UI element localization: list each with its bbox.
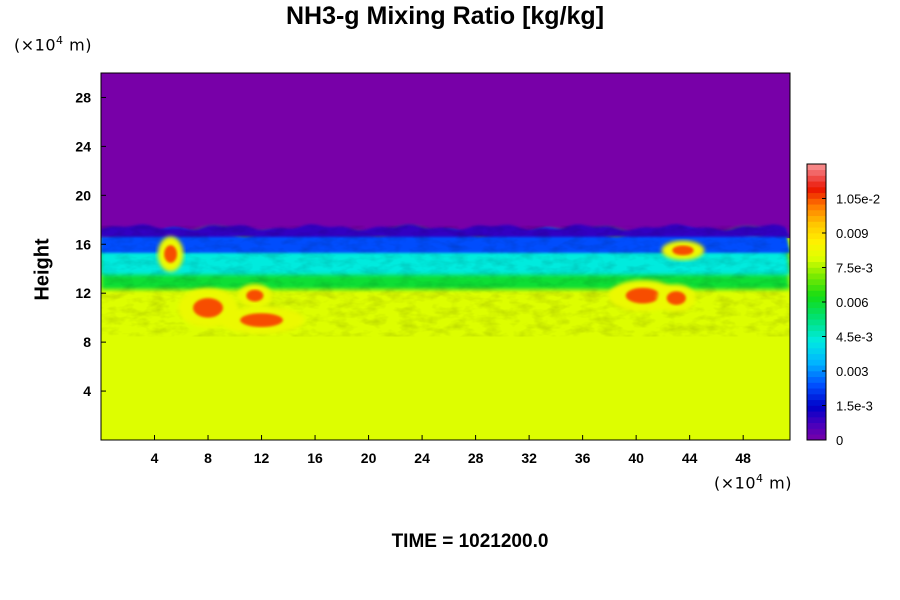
heatmap-field [101,73,790,440]
colorbar-bin [807,330,826,337]
colorbar-bin [807,175,826,182]
colorbar-bin [807,371,826,378]
y-tick-label: 16 [75,236,91,252]
colorbar-bin [807,382,826,389]
colorbar-bin [807,319,826,326]
colorbar-tick-label: 1.5e-3 [836,399,873,414]
colorbar-bin [807,394,826,401]
x-tick-label: 4 [151,450,159,466]
colorbar-bin [807,428,826,435]
colorbar-bin [807,290,826,297]
colorbar-bin [807,284,826,291]
colorbar-bin [807,359,826,366]
colorbar-bin [807,256,826,263]
colorbar-bin [807,417,826,424]
hotspot-core [246,289,264,302]
colorbar-bin [807,411,826,418]
y-axis-unit: (×104 m) [14,34,92,55]
colorbar-bin [807,227,826,234]
x-tick-label: 12 [254,450,270,466]
colorbar-bin [807,273,826,280]
colorbar-bin [807,233,826,240]
colorbar-bin [807,399,826,406]
colorbar-tick-label: 0.006 [836,295,869,310]
y-tick-label: 4 [83,383,91,399]
hotspot-core [240,313,283,327]
x-tick-label: 8 [204,450,212,466]
y-axis-ticks: 4 8 12 16 20 24 28 [75,89,106,399]
colorbar-tick-label: 1.05e-2 [836,192,880,207]
colorbar-bin [807,238,826,245]
x-tick-label: 48 [735,450,751,466]
colorbar-bin [807,388,826,395]
x-tick-label: 16 [307,450,323,466]
colorbar-bin [807,187,826,194]
hotspot-core [672,245,694,256]
colorbar-bin [807,296,826,303]
y-tick-label: 20 [75,187,91,203]
colorbar-bin [807,250,826,257]
colorbar-bin [807,198,826,205]
x-tick-label: 20 [361,450,377,466]
x-tick-label: 24 [414,450,430,466]
colorbar-tick-label: 0 [836,433,843,448]
hotspot-core [666,291,686,305]
hotspot-core [164,245,177,263]
x-axis-ticks: 4 8 12 16 20 24 28 32 36 40 44 48 [151,435,751,466]
colorbar-bin [807,336,826,343]
colorbar-tick-label: 0.009 [836,226,869,241]
colorbar-bin [807,210,826,217]
colorbar-bin [807,164,826,171]
x-tick-label: 32 [521,450,537,466]
colorbar-bin [807,365,826,372]
colorbar-bin [807,342,826,349]
colorbar-bin [807,244,826,251]
y-tick-label: 8 [83,334,91,350]
time-label: TIME = 1021200.0 [391,531,549,552]
chart-title: NH3-g Mixing Ratio [kg/kg] [285,2,605,30]
colorbar-bin [807,307,826,314]
hotspot-core [625,287,660,304]
colorbar-bin [807,405,826,412]
y-tick-label: 12 [75,285,91,301]
colorbar-bin [807,279,826,286]
x-tick-label: 36 [575,450,591,466]
colorbar-bin [807,261,826,268]
colorbar-tick-label: 4.5e-3 [836,330,873,345]
colorbar-bin [807,267,826,274]
colorbar-bin [807,192,826,199]
y-tick-label: 28 [75,89,91,105]
x-tick-label: 44 [682,450,698,466]
colorbar-bin [807,353,826,360]
colorbar-bin [807,221,826,228]
colorbar-bin [807,422,826,429]
colorbar-bin [807,434,826,441]
colorbar-bin [807,325,826,332]
colorbar: 0 1.5e-3 0.003 4.5e-3 0.006 7.5e-3 0.009 1.05e-… [806,163,880,448]
colorbar-bin [807,204,826,211]
y-tick-label: 24 [75,138,91,154]
colorbar-bin [807,376,826,383]
x-tick-label: 28 [468,450,484,466]
plot-frame [100,72,791,441]
colorbar-bin [807,313,826,320]
colorbar-tick-label: 7.5e-3 [836,261,873,276]
hotspot-core [193,298,224,318]
x-axis-unit: (×104 m) [714,472,792,493]
x-tick-label: 40 [628,450,644,466]
colorbar-tick-label: 0.003 [836,364,869,379]
colorbar-bin [807,169,826,176]
colorbar-bin [807,181,826,188]
colorbar-bin [807,348,826,355]
colorbar-bin [807,215,826,222]
colorbar-bin [807,302,826,309]
